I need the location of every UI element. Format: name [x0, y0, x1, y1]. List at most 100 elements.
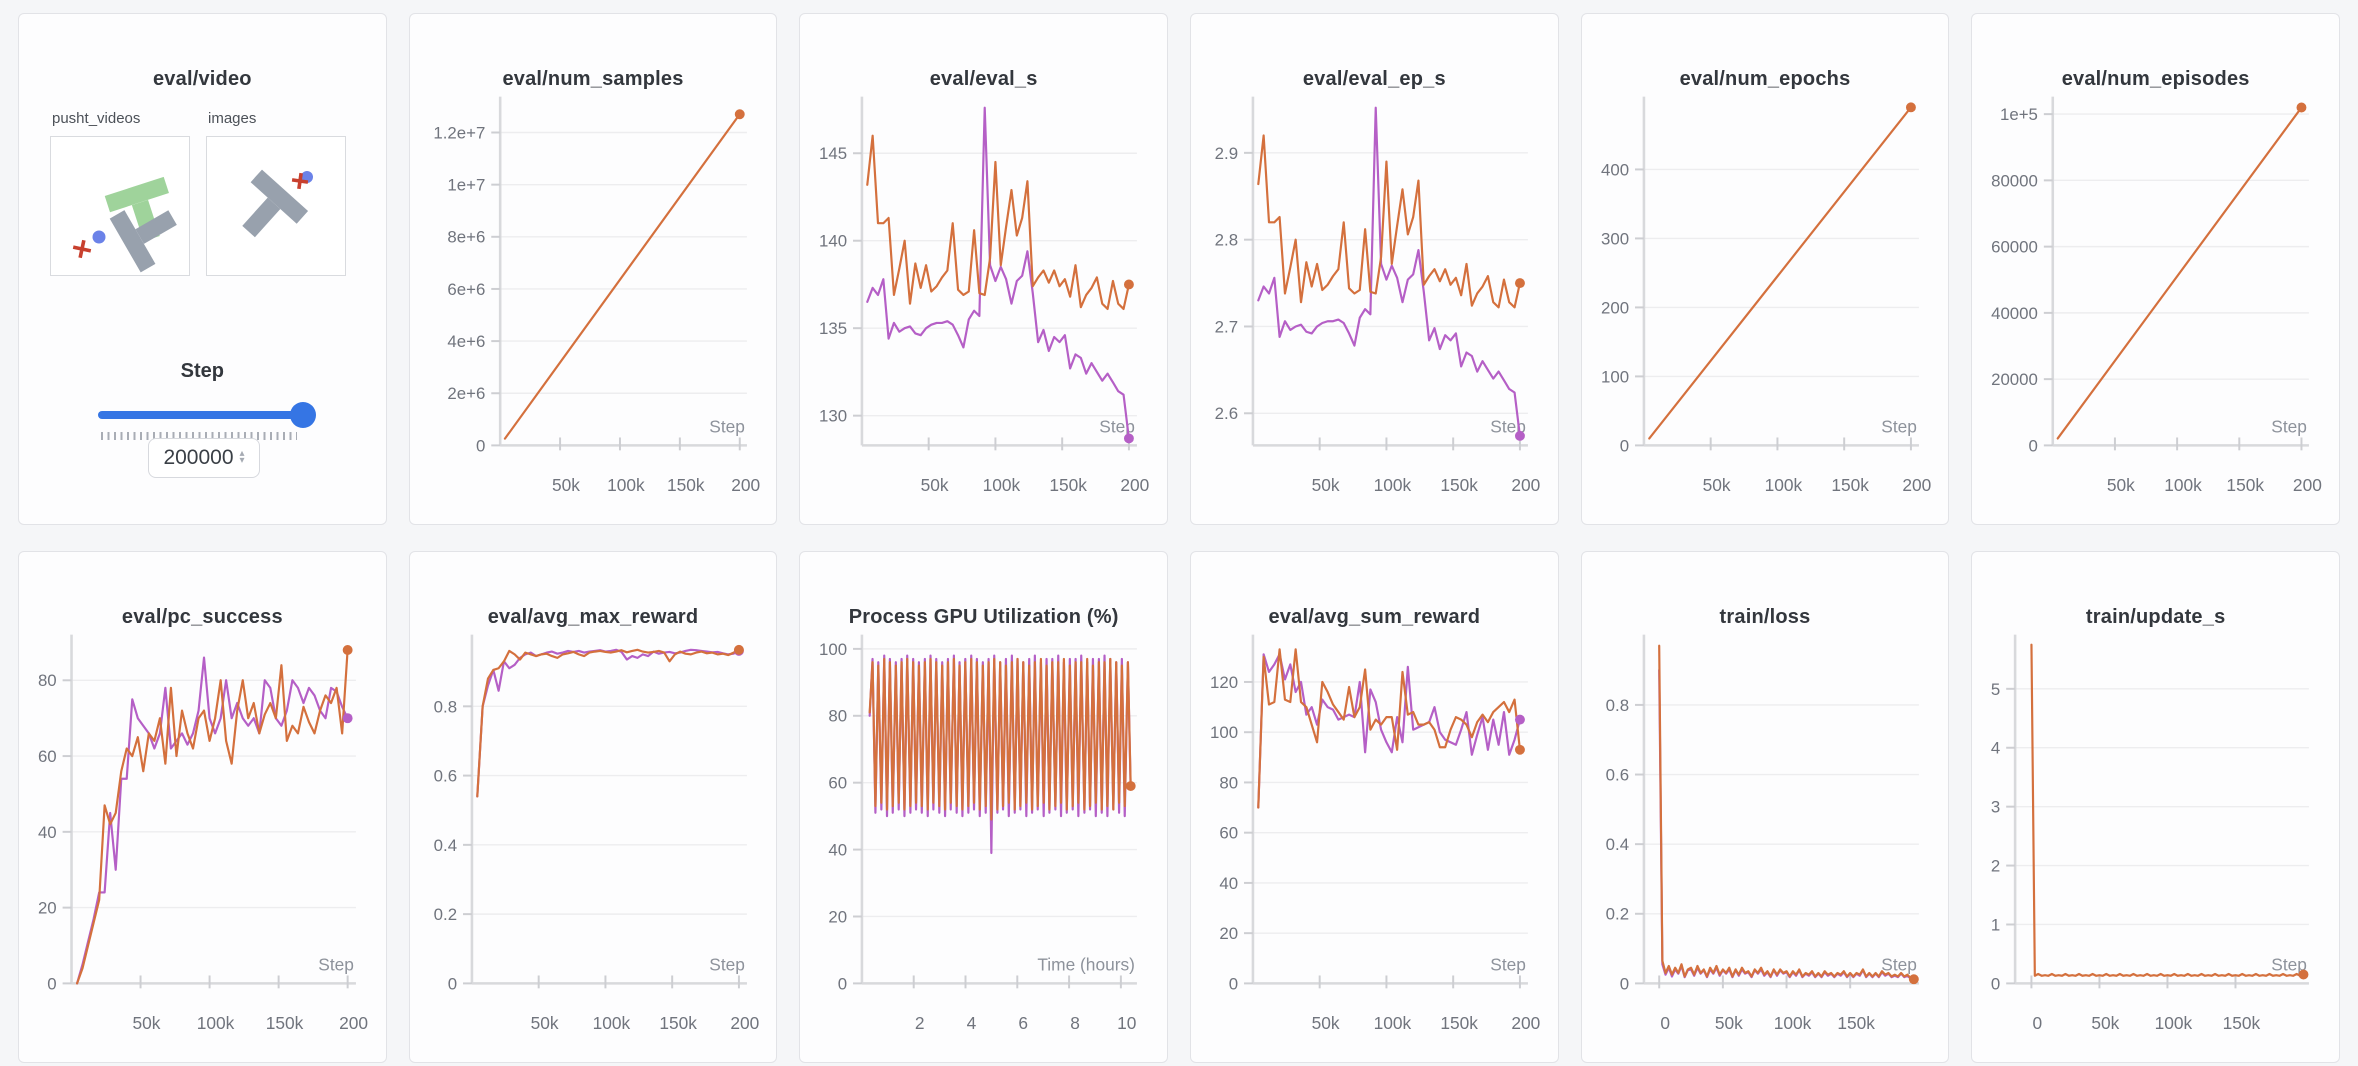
- svg-text:2.9: 2.9: [1215, 144, 1238, 163]
- slider-thumb[interactable]: [290, 402, 316, 428]
- svg-text:60000: 60000: [1991, 238, 2038, 257]
- svg-text:300: 300: [1601, 229, 1629, 248]
- svg-text:0.6: 0.6: [433, 767, 456, 786]
- chevron-down-icon[interactable]: ▾: [239, 455, 245, 466]
- goal-cross: [291, 172, 309, 190]
- svg-text:0.2: 0.2: [1605, 905, 1628, 924]
- svg-text:0: 0: [1619, 436, 1628, 455]
- svg-text:40: 40: [829, 841, 848, 860]
- svg-text:200: 200: [1121, 475, 1150, 495]
- panel-gpu-utilization[interactable]: Process GPU Utilization (%) 0 20 40 60 80 100…: [799, 551, 1168, 1063]
- line-chart-train-loss: 0 0.2 0.4 0.6 0.8 0 50k 100k 150k Step: [1605, 634, 1919, 1033]
- svg-text:Step: Step: [318, 955, 354, 975]
- chart-title: eval/avg_max_reward: [487, 606, 699, 628]
- svg-text:80: 80: [38, 671, 57, 690]
- svg-text:Step: Step: [1881, 417, 1917, 437]
- step-slider[interactable]: [98, 402, 316, 428]
- panel-eval-pc-success[interactable]: eval/pc_success 0 20 40 60 80 50k 100k 150k 200 S…: [18, 551, 387, 1063]
- panel-train-loss[interactable]: train/loss 0 0.2 0.4 0.6 0.8 0 50k 100k 150k Step: [1580, 551, 1950, 1063]
- panel-eval-eval-ep-s[interactable]: eval/eval_ep_s 2.6 2.7 2.8 2.9 50k 100k 150k 20…: [1189, 13, 1559, 525]
- svg-text:100k: 100k: [2165, 475, 2203, 495]
- svg-text:200: 200: [339, 1013, 368, 1033]
- svg-text:200: 200: [731, 475, 760, 495]
- svg-text:20000: 20000: [1991, 370, 2038, 389]
- svg-text:50k: 50k: [1714, 1013, 1742, 1033]
- media-caption-pusht-videos: pusht_videos: [52, 110, 141, 127]
- svg-text:60: 60: [1219, 824, 1238, 843]
- pusht-image-render: [242, 169, 313, 238]
- svg-text:2.7: 2.7: [1215, 317, 1238, 336]
- svg-text:1: 1: [1991, 915, 2000, 934]
- gray-t-shape: [109, 210, 177, 273]
- panel-eval-num-samples[interactable]: eval/num_samples 0 2e+6 4e+6 6e+6 8e+6 1e+7 1.…: [408, 13, 778, 525]
- line-chart-num-epochs: 0 100 200 300 400 50k 100k 150k 200 Step: [1601, 96, 1931, 495]
- step-number-input[interactable]: 200000 ▴ ▾: [148, 438, 260, 478]
- svg-text:100: 100: [1601, 367, 1629, 386]
- line-chart-avg-sum-reward: 0 20 40 60 80 100 120 50k 100k 150k 200 Step: [1210, 634, 1540, 1033]
- panel-title: eval/video: [152, 68, 252, 90]
- svg-text:Step: Step: [1881, 955, 1917, 975]
- svg-text:100: 100: [1210, 723, 1238, 742]
- stepper-arrows[interactable]: ▴ ▾: [239, 448, 245, 466]
- svg-text:0: 0: [1619, 974, 1628, 993]
- svg-text:40: 40: [1219, 874, 1238, 893]
- svg-text:150k: 150k: [1831, 475, 1869, 495]
- svg-text:0: 0: [1229, 974, 1238, 993]
- svg-text:4: 4: [967, 1013, 977, 1033]
- svg-text:120: 120: [1210, 673, 1238, 692]
- panel-eval-eval-s[interactable]: eval/eval_s 130 135 140 145 50k 100k 150k 200 St…: [799, 13, 1168, 525]
- svg-text:60: 60: [829, 774, 848, 793]
- svg-text:150k: 150k: [2223, 1013, 2261, 1033]
- svg-text:2.6: 2.6: [1215, 404, 1238, 423]
- svg-text:140: 140: [819, 232, 847, 251]
- svg-text:100k: 100k: [1764, 475, 1802, 495]
- agent-dot: [92, 230, 106, 244]
- svg-text:130: 130: [819, 407, 847, 426]
- svg-text:0: 0: [838, 974, 847, 993]
- panel-eval-num-episodes[interactable]: eval/num_episodes 0 20000 40000 60000 80000 1…: [1971, 13, 2340, 525]
- svg-text:50k: 50k: [921, 475, 949, 495]
- svg-text:0: 0: [1991, 974, 2000, 993]
- svg-text:Step: Step: [1490, 955, 1526, 975]
- panel-eval-video: eval/video pusht_videos images: [18, 13, 387, 525]
- svg-text:200: 200: [1511, 475, 1540, 495]
- panel-eval-num-epochs[interactable]: eval/num_epochs 0 100 200 300 400 50k 100k 150k…: [1580, 13, 1950, 525]
- chart-title: eval/eval_ep_s: [1302, 68, 1446, 90]
- svg-text:100k: 100k: [197, 1013, 235, 1033]
- svg-text:0: 0: [2033, 1013, 2043, 1033]
- svg-text:Step: Step: [2272, 955, 2308, 975]
- chevron-up-icon[interactable]: ▴: [239, 448, 245, 459]
- svg-text:150k: 150k: [266, 1013, 304, 1033]
- svg-text:150k: 150k: [1440, 475, 1478, 495]
- svg-text:0: 0: [447, 974, 456, 993]
- media-caption-images: images: [208, 110, 257, 127]
- svg-text:Step: Step: [709, 417, 745, 437]
- line-chart-avg-max-reward: 0 0.2 0.4 0.6 0.8 50k 100k 150k 200 Step: [433, 634, 759, 1033]
- svg-text:0: 0: [47, 974, 56, 993]
- svg-text:2e+6: 2e+6: [447, 384, 485, 403]
- svg-text:0.2: 0.2: [433, 905, 456, 924]
- svg-text:3: 3: [1991, 798, 2000, 817]
- media-thumbnail-pusht-videos[interactable]: [50, 136, 190, 276]
- svg-text:20: 20: [1219, 924, 1238, 943]
- svg-text:50k: 50k: [1702, 475, 1730, 495]
- svg-text:1e+5: 1e+5: [2000, 105, 2038, 124]
- chart-title: train/update_s: [2085, 606, 2226, 628]
- chart-title: eval/num_samples: [502, 68, 684, 90]
- svg-text:8: 8: [1071, 1013, 1081, 1033]
- line-chart-num-samples: 0 2e+6 4e+6 6e+6 8e+6 1e+7 1.2e+7 50k 100k 150k 20…: [433, 96, 760, 495]
- panel-eval-avg-sum-reward[interactable]: eval/avg_sum_reward 0 20 40 60 80 100 120 50k 10…: [1189, 551, 1559, 1063]
- panel-eval-avg-max-reward[interactable]: eval/avg_max_reward 0 0.2 0.4 0.6 0.8 50k 100k…: [408, 551, 778, 1063]
- svg-text:200: 200: [1511, 1013, 1540, 1033]
- svg-text:40: 40: [38, 823, 57, 842]
- media-thumbnail-images[interactable]: [206, 136, 346, 276]
- svg-text:50k: 50k: [1312, 475, 1340, 495]
- panel-train-update-s[interactable]: train/update_s 0 1 2 3 4 5 0 50k 100k 150k Step: [1971, 551, 2340, 1063]
- slider-track[interactable]: [98, 411, 312, 419]
- svg-text:150k: 150k: [659, 1013, 697, 1033]
- svg-text:50k: 50k: [2107, 475, 2135, 495]
- svg-text:200: 200: [1902, 475, 1931, 495]
- step-value[interactable]: 200000: [163, 446, 234, 469]
